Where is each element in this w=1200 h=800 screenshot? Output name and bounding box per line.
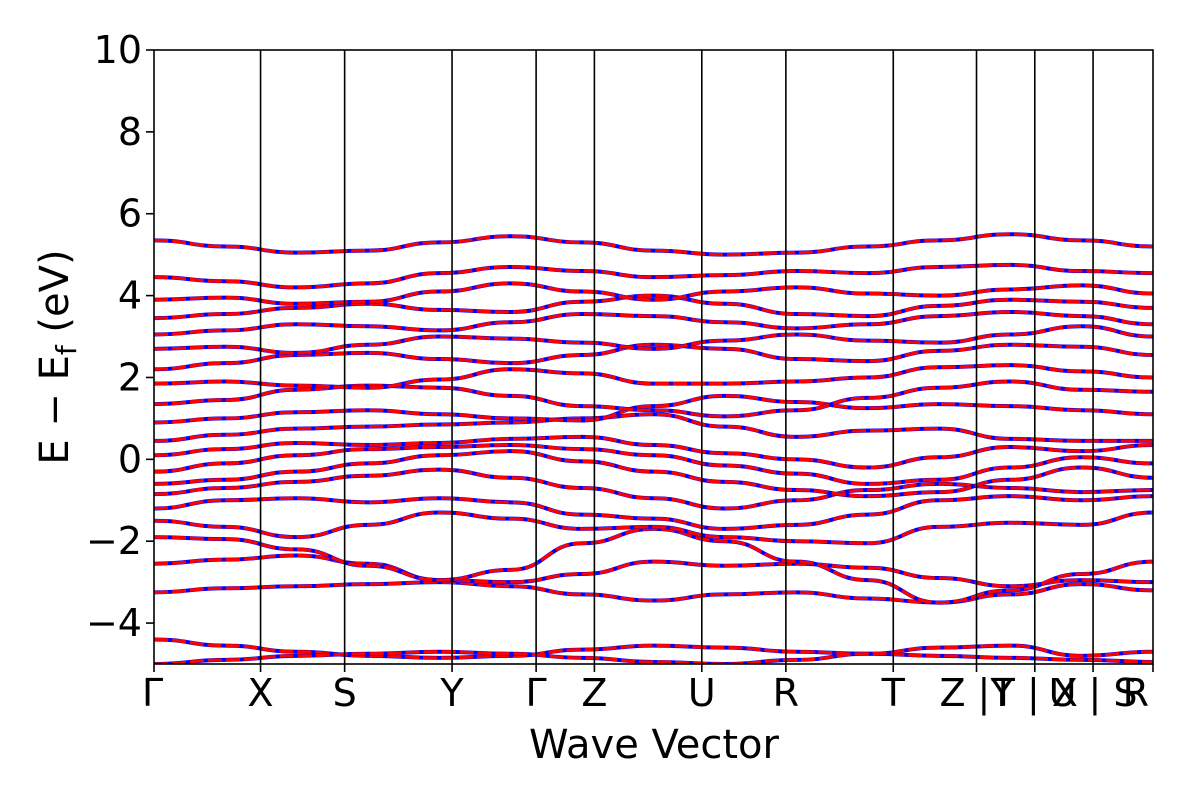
band-fit-line-19 bbox=[154, 281, 1153, 306]
y-axis-title-sub: f bbox=[50, 344, 83, 355]
y-axis-title: E − Ef (eV) bbox=[32, 249, 83, 464]
x-tick-label-2: S bbox=[333, 671, 357, 715]
y-axis-title-unit: (eV) bbox=[32, 249, 78, 345]
band-fit-line-16 bbox=[154, 324, 1153, 355]
y-tick-label-7: 10 bbox=[94, 28, 142, 72]
x-tick-label-12: R bbox=[1123, 671, 1149, 715]
y-axis-ticks: −4 −2 0 2 4 6 8 10 bbox=[86, 28, 154, 645]
band-dft-line-20 bbox=[154, 262, 1153, 290]
x-tick-label-6: U bbox=[688, 671, 716, 715]
band-fit-line-1 bbox=[154, 643, 1153, 664]
x-tick-label-10: T | X bbox=[991, 671, 1078, 716]
y-tick-label-6: 8 bbox=[118, 110, 142, 154]
x-tick-label-9: Z |Y bbox=[939, 671, 1014, 716]
x-tick-label-7: R bbox=[773, 671, 799, 715]
x-tick-label-8: T bbox=[881, 671, 906, 715]
high-symmetry-lines bbox=[259, 50, 1094, 664]
y-tick-label-3: 2 bbox=[118, 355, 142, 399]
plot-frame bbox=[153, 49, 1154, 665]
y-axis-title-main: E − E bbox=[32, 355, 78, 465]
band-fit-line-0 bbox=[154, 637, 1153, 664]
x-axis-title: Wave Vector bbox=[529, 722, 780, 768]
band-fit-line-12 bbox=[154, 394, 1153, 425]
x-tick-label-4: Γ bbox=[526, 671, 547, 715]
x-tick-label-11: U | S bbox=[1049, 671, 1138, 716]
band-fit-line-15 bbox=[154, 343, 1153, 371]
band-lines bbox=[154, 232, 1153, 664]
band-dft-line-4 bbox=[154, 526, 1153, 605]
band-fit-line-5 bbox=[154, 510, 1153, 545]
y-tick-label-0: −4 bbox=[86, 601, 142, 645]
band-fit-line-14 bbox=[154, 363, 1153, 390]
band-fit-line-9 bbox=[154, 443, 1153, 486]
y-tick-label-4: 4 bbox=[118, 274, 142, 318]
band-fit-line-10 bbox=[154, 435, 1153, 470]
band-fit-line-17 bbox=[154, 310, 1153, 337]
y-tick-label-1: −2 bbox=[86, 519, 142, 563]
x-tick-label-0: Γ bbox=[142, 671, 163, 715]
band-fit-line-7 bbox=[154, 467, 1153, 511]
band-fit-line-6 bbox=[154, 494, 1153, 531]
band-fit-line-4 bbox=[154, 527, 1153, 605]
band-fit-line-13 bbox=[154, 379, 1153, 418]
y-tick-label-5: 6 bbox=[118, 192, 142, 236]
band-fit-line-3 bbox=[154, 553, 1153, 588]
y-tick-label-2: 0 bbox=[118, 437, 142, 481]
band-fit-line-2 bbox=[154, 580, 1153, 605]
x-tick-label-3: Y bbox=[439, 671, 464, 715]
band-fit-line-8 bbox=[154, 449, 1153, 498]
band-fit-line-11 bbox=[154, 412, 1153, 443]
band-dft-line-16 bbox=[154, 324, 1153, 355]
band-fit-line-18 bbox=[154, 293, 1153, 320]
band-fit-line-20 bbox=[154, 263, 1153, 290]
x-tick-label-5: Z bbox=[581, 671, 607, 715]
x-tick-label-1: X bbox=[248, 671, 274, 715]
band-fit-line-21 bbox=[154, 232, 1153, 257]
